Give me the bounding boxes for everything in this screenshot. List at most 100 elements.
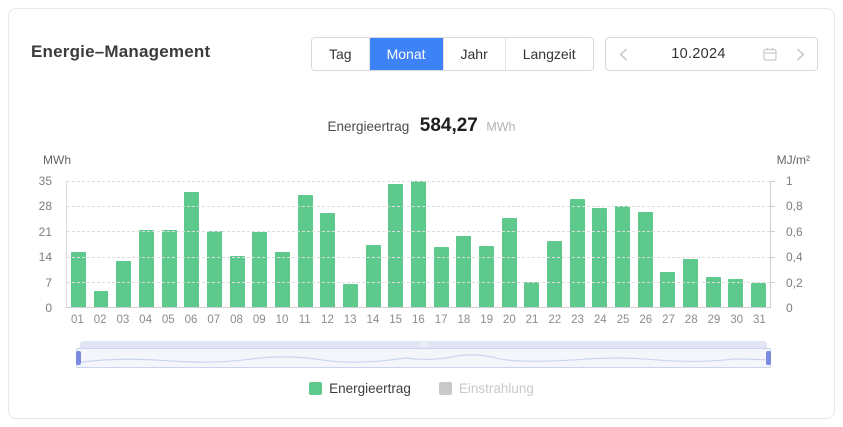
bar-day-14 xyxy=(365,245,381,307)
bar-series-energieertrag xyxy=(67,181,770,307)
x-axis-label: 09 xyxy=(252,314,266,326)
bar-slot-day-26 xyxy=(634,181,657,307)
bar-slot-day-20 xyxy=(498,181,521,307)
bar-day-04 xyxy=(138,230,154,307)
date-picker-value[interactable]: 10.2024 xyxy=(671,46,726,62)
bar-slot-day-24 xyxy=(588,181,611,307)
tab-jahr[interactable]: Jahr xyxy=(442,38,505,70)
bar-slot-day-19 xyxy=(475,181,498,307)
data-zoom-right-handle[interactable] xyxy=(766,351,771,365)
bar-day-17 xyxy=(433,246,449,307)
date-picker[interactable]: 10.2024 xyxy=(605,37,818,71)
bar-slot-day-21 xyxy=(520,181,543,307)
bar-slot-day-01 xyxy=(67,181,90,307)
x-axis-label: 21 xyxy=(525,314,539,326)
bar-slot-day-16 xyxy=(407,181,430,307)
x-axis-label: 28 xyxy=(684,314,698,326)
x-axis-label: 31 xyxy=(753,314,766,326)
summary-value: 584,27 xyxy=(419,115,478,136)
bar-day-08 xyxy=(229,255,245,307)
legend-label: Energieertrag xyxy=(329,381,411,396)
x-axis-label: 18 xyxy=(457,314,471,326)
x-axis-label: 08 xyxy=(230,314,243,326)
axis-tick-label: 1 xyxy=(786,174,793,188)
right-axis-tick-mark xyxy=(770,231,775,233)
bar-day-03 xyxy=(116,260,132,307)
energy-bar-chart: MWh MJ/m² 0 7 14 21 28 35 0 0,2 0,4 0,6 0,8 1 01 02… xyxy=(9,9,834,418)
axis-tick-label: 0 xyxy=(786,301,793,315)
summary-label: Energieertrag xyxy=(327,119,410,134)
x-axis-label: 12 xyxy=(321,314,334,326)
bar-slot-day-15 xyxy=(384,181,407,307)
chart-legend: Energieertrag Einstrahlung xyxy=(9,381,834,396)
right-axis-tick-mark xyxy=(770,281,775,283)
summary-unit: MWh xyxy=(486,120,516,134)
x-axis-label: 26 xyxy=(639,314,653,326)
next-period-button[interactable] xyxy=(783,38,817,70)
x-axis-label: 14 xyxy=(366,314,380,326)
data-zoom-left-handle[interactable] xyxy=(76,351,81,365)
bar-day-21 xyxy=(524,282,540,307)
x-axis-label: 15 xyxy=(389,314,403,326)
bar-slot-day-25 xyxy=(611,181,634,307)
data-zoom-track[interactable] xyxy=(76,348,771,368)
period-tab-group: Tag Monat Jahr Langzeit xyxy=(311,37,594,71)
chevron-right-icon xyxy=(796,47,804,61)
plot-area xyxy=(66,181,775,308)
data-zoom-move-bar[interactable] xyxy=(80,341,767,348)
bar-day-11 xyxy=(297,195,313,307)
x-axis-label: 27 xyxy=(662,314,675,326)
x-axis-label: 05 xyxy=(161,314,175,326)
gridline xyxy=(67,206,770,208)
x-axis-label: 25 xyxy=(616,314,630,326)
bar-slot-day-28 xyxy=(679,181,702,307)
legend-item-energieertrag[interactable]: Energieertrag xyxy=(309,381,411,396)
bar-slot-day-11 xyxy=(294,181,317,307)
bar-slot-day-10 xyxy=(271,181,294,307)
tab-monat[interactable]: Monat xyxy=(368,38,443,70)
bar-day-23 xyxy=(569,199,585,307)
x-axis-label: 30 xyxy=(730,314,744,326)
data-zoom-preview-wave xyxy=(77,354,770,364)
bar-day-02 xyxy=(93,290,109,307)
legend-swatch-icon xyxy=(309,382,323,395)
bar-day-27 xyxy=(660,271,676,307)
x-axis-label: 07 xyxy=(207,314,221,326)
prev-period-button[interactable] xyxy=(606,38,640,70)
bar-slot-day-12 xyxy=(316,181,339,307)
x-axis-label: 02 xyxy=(93,314,107,326)
axis-tick-label: 0,8 xyxy=(786,199,803,214)
tab-langzeit[interactable]: Langzeit xyxy=(504,38,593,70)
x-axis-label: 20 xyxy=(502,314,516,326)
data-zoom-slider[interactable] xyxy=(76,341,771,368)
bar-day-01 xyxy=(70,252,86,307)
energy-yield-summary: Energieertrag 584,27 MWh xyxy=(9,115,834,137)
bar-slot-day-04 xyxy=(135,181,158,307)
axis-tick-label: 28 xyxy=(38,199,52,214)
legend-label: Einstrahlung xyxy=(458,381,534,396)
slider-grip-icon[interactable] xyxy=(420,342,427,347)
bar-slot-day-13 xyxy=(339,181,362,307)
x-axis-label: 16 xyxy=(411,314,425,326)
page-title: Energie–Management xyxy=(31,42,211,61)
gridline xyxy=(67,256,770,258)
energy-management-card: Energie–Management Tag Monat Jahr Langzeit … xyxy=(8,8,835,419)
x-axis-label: 22 xyxy=(548,314,562,326)
bar-day-16 xyxy=(410,181,426,307)
calendar-icon[interactable] xyxy=(757,47,783,61)
bar-slot-day-05 xyxy=(158,181,181,307)
bar-day-29 xyxy=(705,277,721,307)
tab-tag[interactable]: Tag xyxy=(312,38,369,70)
x-axis-label: 23 xyxy=(571,314,584,326)
bar-day-06 xyxy=(184,192,200,307)
axis-tick-label: 14 xyxy=(38,250,52,265)
axis-tick-label: 7 xyxy=(45,275,52,290)
bar-day-07 xyxy=(206,231,222,307)
bar-slot-day-14 xyxy=(362,181,385,307)
bar-day-28 xyxy=(683,259,698,307)
x-axis-label: 04 xyxy=(139,314,152,326)
bar-day-13 xyxy=(342,283,358,307)
legend-item-einstrahlung[interactable]: Einstrahlung xyxy=(438,381,534,396)
left-axis-ticks: 0 7 14 21 28 35 xyxy=(9,174,59,315)
right-axis-tick-mark xyxy=(770,206,775,208)
